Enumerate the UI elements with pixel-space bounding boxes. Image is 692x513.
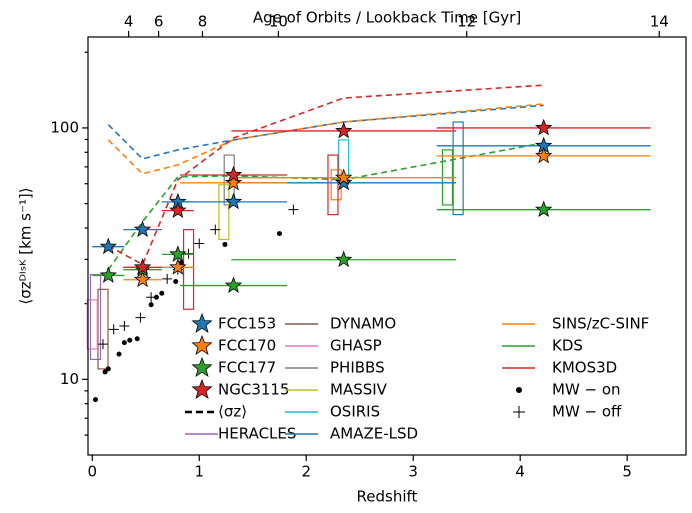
legend-label: KDS: [552, 337, 583, 355]
star-marker: [169, 201, 187, 219]
literature-box: [452, 121, 464, 216]
star-marker: [335, 250, 353, 268]
star-marker: [133, 258, 152, 275]
mw-on-point: [116, 351, 122, 357]
mw-on-point: [102, 369, 108, 375]
mw-off-point: [146, 292, 157, 303]
literature-box: [97, 288, 109, 370]
legend-marker: [191, 312, 213, 334]
star-marker: [169, 245, 187, 262]
star-marker: [169, 258, 187, 275]
x-tick-label: 0: [88, 463, 98, 481]
legend-label: OSIRIS: [330, 403, 380, 421]
legend-label: DYNAMO: [330, 315, 396, 333]
top-tick-label: 10: [269, 13, 288, 31]
y-tick-label: 10: [60, 370, 79, 388]
star-marker: [224, 173, 243, 191]
legend-label: KMOS3D: [552, 359, 617, 377]
mean-line: [107, 84, 544, 266]
legend-marker: [513, 406, 525, 418]
mw-on-point: [276, 231, 282, 237]
mw-off-point: [210, 224, 221, 235]
literature-box: [218, 184, 230, 241]
plot-frame: [87, 36, 687, 456]
mw-on-point: [222, 241, 228, 247]
mean-line: [107, 103, 544, 175]
legend-label: FCC170: [218, 337, 276, 355]
top-tick-label: 8: [198, 13, 208, 31]
legend-label: FCC177: [218, 359, 276, 377]
legend-label: PHIBBS: [330, 359, 385, 377]
legend-label: MW − on: [552, 381, 621, 399]
legend-marker: [191, 334, 213, 356]
x-tick-label: 1: [194, 463, 204, 481]
legend-label: SINS/zC-SINF: [552, 315, 649, 333]
legend-label: HERACLES: [218, 425, 296, 443]
mean-line: [107, 142, 544, 271]
legend-label: ⟨σz⟩: [218, 403, 247, 421]
star-marker: [224, 192, 243, 210]
y-tick-label: 100: [50, 118, 79, 136]
legend-label: FCC153: [218, 315, 276, 333]
mw-on-point: [159, 290, 165, 296]
star-marker: [335, 168, 353, 186]
legend-label: AMAZE-LSD: [330, 425, 418, 443]
top-tick-label: 12: [457, 13, 476, 31]
mw-off-point: [288, 204, 299, 215]
legend-marker: [191, 378, 213, 400]
mw-on-point: [153, 294, 159, 300]
mw-on-point: [134, 336, 140, 342]
x-tick-label: 5: [622, 463, 632, 481]
star-marker: [133, 270, 152, 288]
star-marker: [224, 165, 243, 183]
mw-off-point: [119, 320, 130, 331]
mw-on-point: [92, 397, 98, 403]
star-marker: [133, 220, 152, 238]
star-marker: [535, 118, 553, 136]
literature-box: [182, 229, 195, 310]
legend-marker: [516, 387, 522, 393]
mw-on-point: [105, 366, 111, 372]
star-marker: [535, 146, 553, 164]
mw-on-point: [127, 337, 133, 343]
mean-line: [107, 104, 544, 160]
legend-label: MW − off: [552, 403, 622, 421]
legend-label: NGC3115: [218, 381, 290, 399]
mw-off-point: [162, 273, 173, 284]
mw-off-point: [108, 324, 119, 335]
legend-label: GHASP: [330, 337, 382, 355]
mw-off-point: [194, 238, 205, 249]
x-tick-label: 2: [301, 463, 311, 481]
mw-off-point: [135, 312, 146, 323]
x-tick-label: 4: [515, 463, 525, 481]
star-marker: [335, 121, 353, 139]
star-marker: [335, 173, 353, 191]
y-axis-title: ⟨σzᴰᴵˢᴷ [km s⁻¹]⟩: [17, 187, 35, 304]
star-marker: [535, 200, 553, 218]
top-axis-title: Age of Orbits / Lookback Time [Gyr]: [253, 9, 521, 27]
top-tick-label: 4: [124, 13, 134, 31]
top-tick-label: 14: [650, 13, 669, 31]
mw-on-point: [173, 278, 179, 284]
mw-off-point: [183, 248, 194, 259]
literature-box: [89, 273, 102, 361]
mw-on-point: [148, 302, 154, 308]
x-tick-label: 3: [408, 463, 418, 481]
legend-label: MASSIV: [330, 381, 388, 399]
star-marker: [99, 237, 117, 255]
top-tick-label: 6: [154, 13, 164, 31]
x-axis-title: Redshift: [357, 488, 418, 506]
literature-box: [86, 299, 98, 350]
literature-box: [330, 169, 342, 201]
star-marker: [99, 266, 117, 283]
star-marker: [224, 276, 243, 294]
legend-marker: [191, 356, 213, 378]
mw-off-point: [97, 339, 108, 350]
mw-on-point: [121, 340, 127, 346]
literature-box: [327, 154, 339, 216]
